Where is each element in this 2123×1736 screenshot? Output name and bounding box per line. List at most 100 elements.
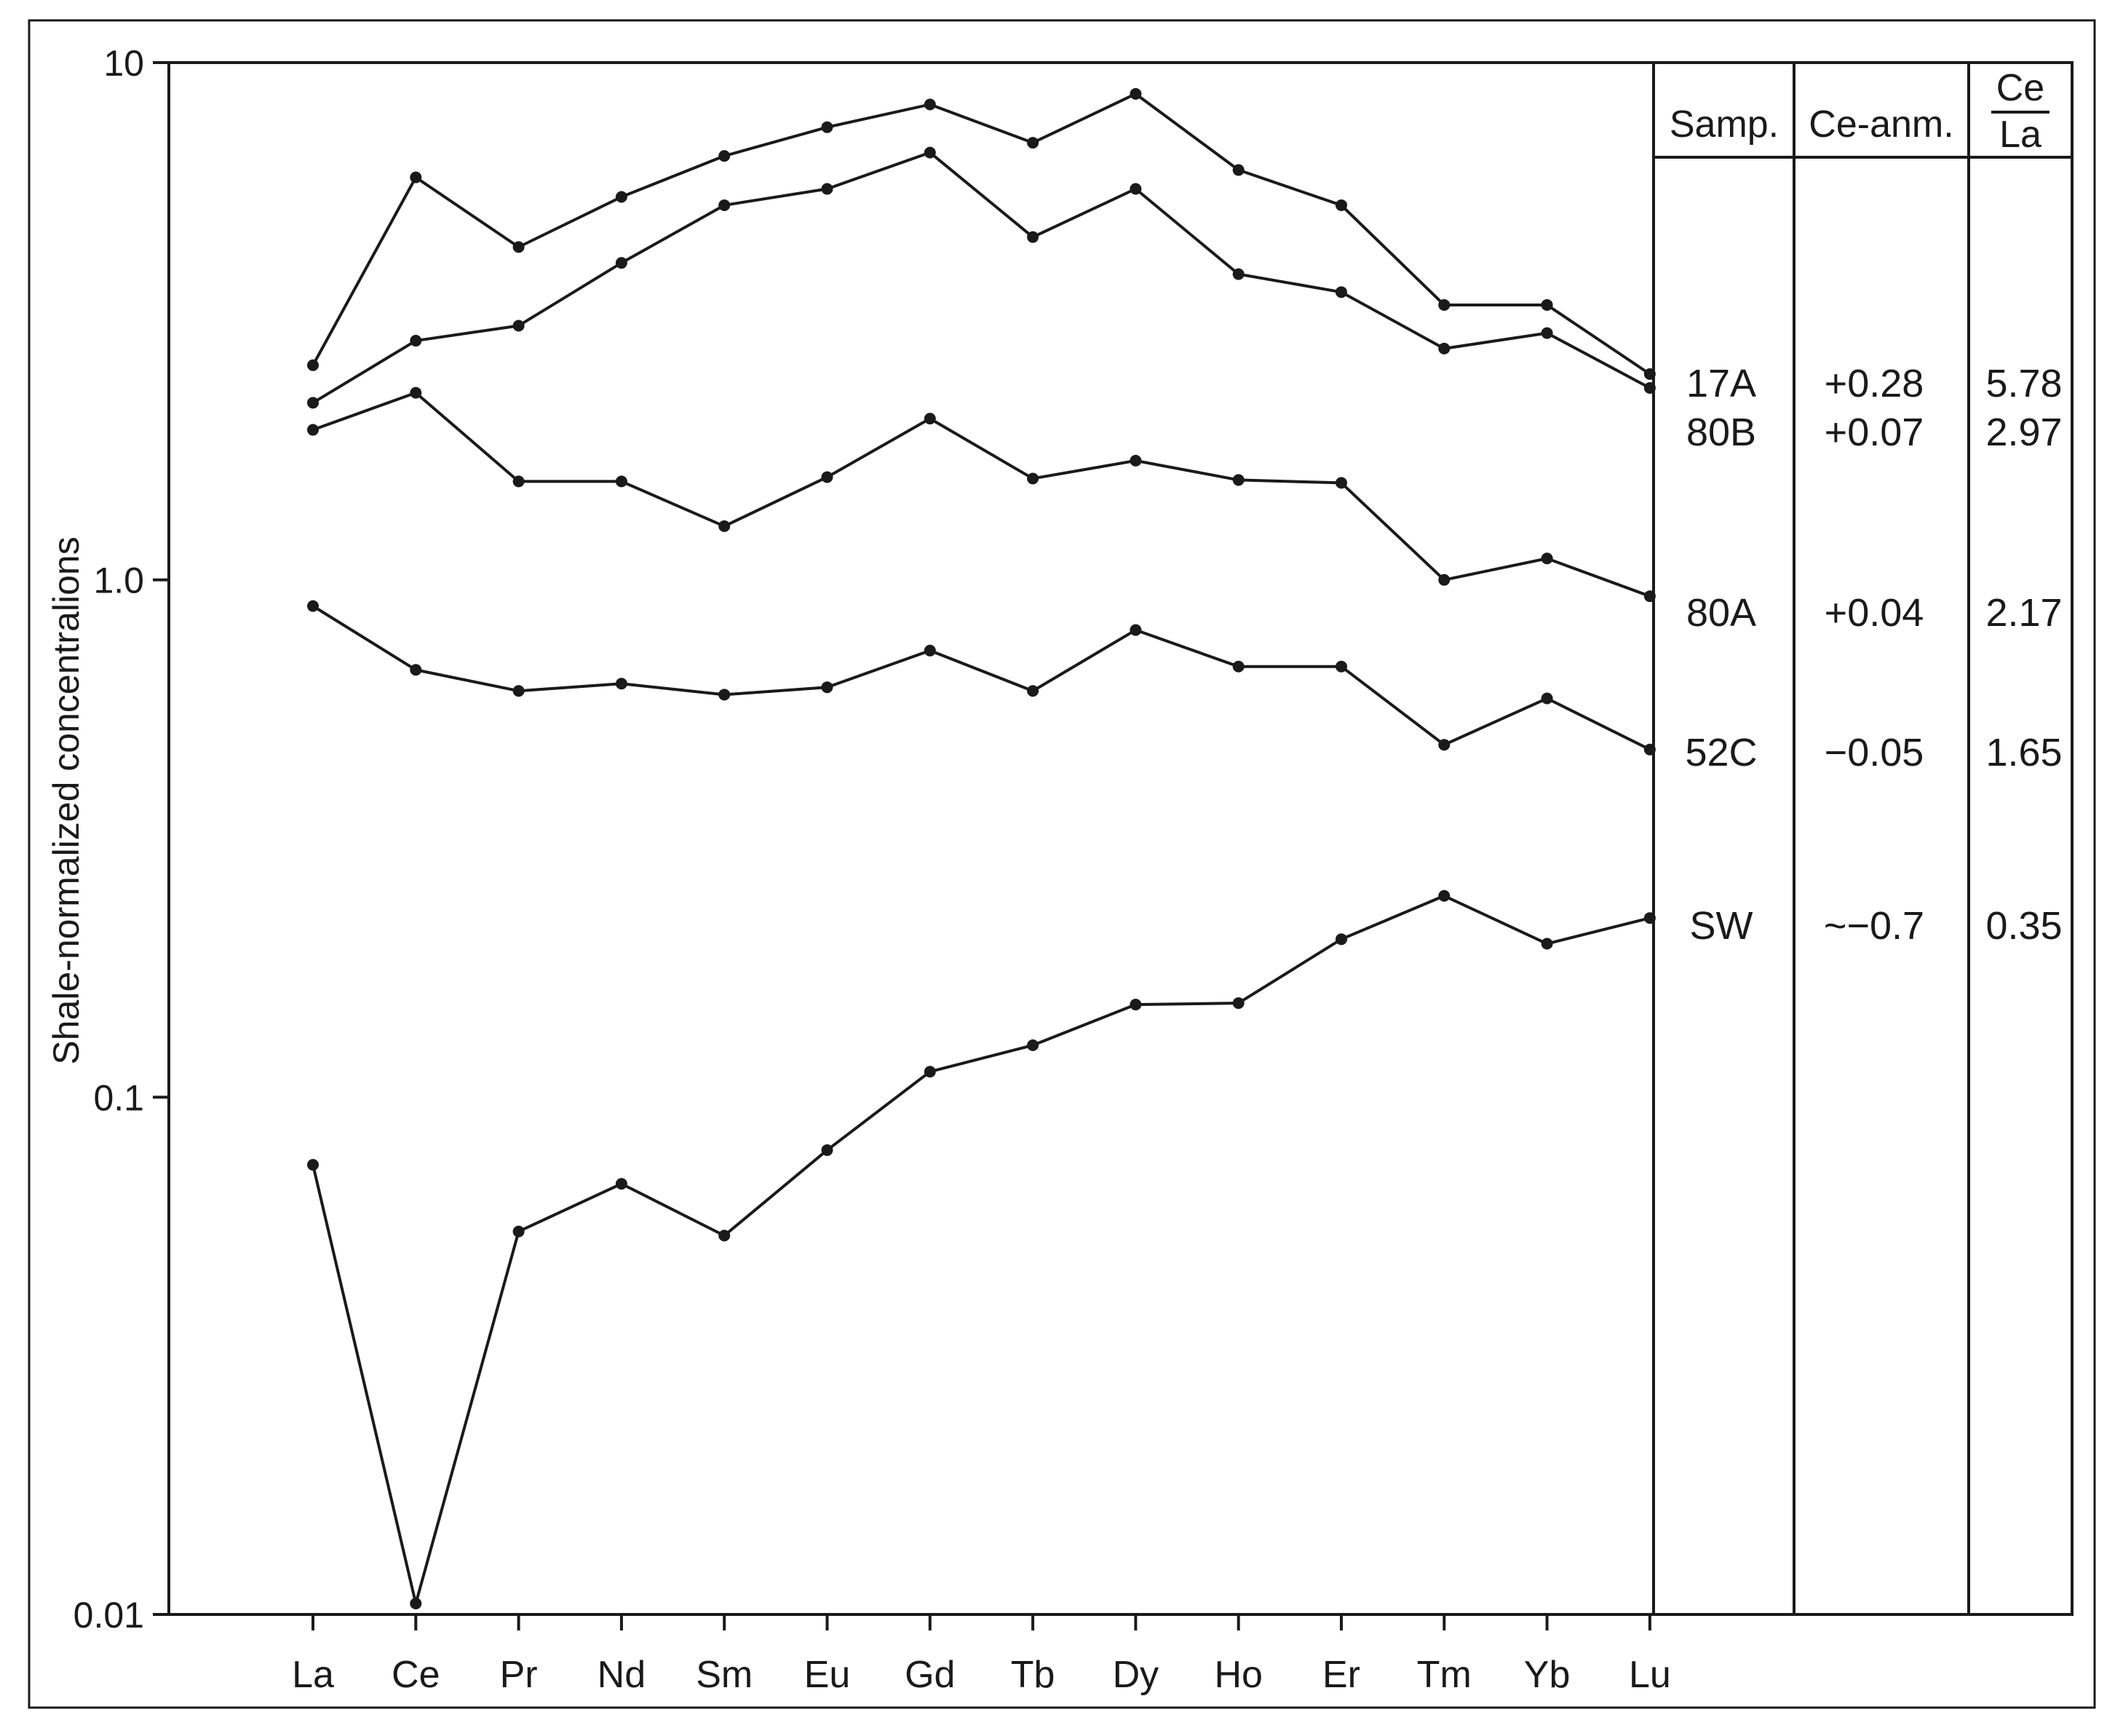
y-tick-label: 0.1 [93,1077,144,1118]
data-point [1541,298,1553,311]
data-point [512,241,525,253]
data-point [1541,327,1553,339]
y-axis: 10 1.0 0.1 0.01 [74,43,169,1636]
table-cell-ce-anomaly: −0.05 [1825,731,1924,774]
data-point [410,171,422,183]
data-point [1130,183,1142,195]
table-row-80b: 80B +0.07 2.97 [1686,411,2063,454]
table-row-17a: 17A +0.28 5.78 [1686,362,2063,405]
data-point [410,387,422,399]
data-point [1232,660,1245,673]
series-line [311,894,1651,1605]
data-point [1130,87,1142,100]
table-cell-ratio: 1.65 [1985,731,2062,774]
data-point [615,257,627,269]
data-point [1336,933,1347,946]
data-point [1232,997,1245,1010]
table-cell-ce-anomaly: +0.04 [1825,591,1924,635]
data-point [1336,286,1347,298]
data-point [1336,199,1347,211]
data-point [718,520,731,532]
data-point [1336,660,1347,673]
data-point [1438,574,1451,586]
table-header-sample: Samp. [1670,103,1779,146]
y-axis-label: Shale-normalized concentralions [46,536,87,1064]
data-point [307,424,319,436]
data-point [821,681,833,694]
data-point [1541,692,1553,705]
data-point [1232,474,1245,486]
table-header-ratio-denominator: La [1999,114,2041,156]
table-row-sw: SW ~−0.7 0.35 [1690,904,2063,948]
x-tick-label: Tm [1417,1654,1472,1696]
table-cell-sample: 17A [1686,362,1756,405]
x-tick-label: Eu [804,1654,851,1696]
data-point [1130,624,1142,636]
x-tick-label: Lu [1629,1654,1671,1696]
data-point [1027,685,1039,697]
table-cell-sample: 80B [1686,411,1756,454]
data-point [615,678,627,690]
data-point [1130,999,1142,1011]
table-cell-sample: 52C [1685,731,1757,774]
data-point [410,1597,422,1609]
table-cell-ratio: 2.97 [1985,411,2062,454]
data-point [307,359,319,371]
data-point [615,475,627,488]
data-point [924,1066,936,1078]
data-point [1643,590,1656,603]
x-axis: La Ce Pr Nd Sm Eu Gd Tb Dy Ho Er Tm Yb Lu [292,1614,1671,1696]
table-cell-sample: SW [1690,904,1753,948]
table-cell-ce-anomaly: ~−0.7 [1824,904,1924,948]
data-point [1130,454,1142,467]
data-point [924,98,936,111]
data-point [1336,477,1347,489]
data-point [718,689,731,701]
data-point [1541,552,1553,565]
table-cell-ratio: 5.78 [1985,362,2062,405]
table-cell-ratio: 0.35 [1985,904,2062,948]
data-point [307,397,319,409]
y-tick-label: 0.01 [74,1595,144,1636]
data-point [1541,938,1553,950]
data-point [512,685,525,697]
data-point [1438,342,1451,354]
data-point [1643,381,1656,394]
x-tick-label: Pr [500,1654,538,1696]
x-tick-label: Tb [1011,1654,1055,1696]
plot-frame [167,61,2074,1616]
x-tick-label: Sm [696,1654,753,1696]
data-point [821,1144,833,1157]
series-2 [307,146,1656,409]
data-point [924,413,936,425]
series-1 [307,87,1656,380]
series-4 [307,600,1656,756]
x-tick-label: Gd [905,1654,955,1696]
data-point [1027,472,1039,485]
table-cell-ce-anomaly: +0.28 [1825,362,1924,405]
data-point [821,121,833,133]
data-point [1643,368,1656,380]
data-point [1438,889,1451,902]
data-point [410,664,422,676]
data-point [1643,912,1656,924]
y-tick-label: 1.0 [93,560,144,601]
data-point [924,146,936,159]
x-tick-label: Yb [1524,1654,1571,1696]
x-tick-label: Er [1322,1654,1360,1696]
data-point [821,471,833,483]
series-line [311,92,1651,376]
table-cell-ce-anomaly: +0.07 [1825,411,1924,454]
data-point [1232,164,1245,176]
y-tick-label: 10 [103,43,144,84]
data-point [410,335,422,347]
data-point [1643,743,1656,756]
x-tick-label: Ho [1214,1654,1262,1696]
series-line [312,391,1651,598]
data-point [615,191,627,203]
x-tick-label: La [292,1654,334,1696]
table-row-52c: 52C −0.05 1.65 [1685,731,2062,774]
table-row-80a: 80A +0.04 2.17 [1686,591,2063,635]
